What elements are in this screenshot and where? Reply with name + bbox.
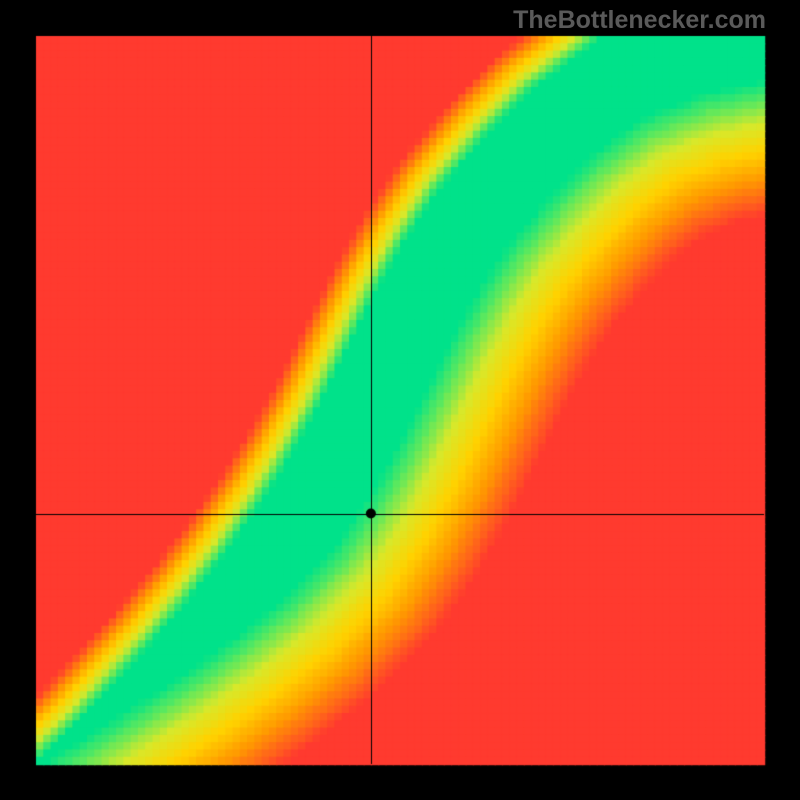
- watermark-text: TheBottlenecker.com: [513, 6, 766, 35]
- heatmap-canvas: [0, 0, 800, 800]
- chart-container: TheBottlenecker.com: [0, 0, 800, 800]
